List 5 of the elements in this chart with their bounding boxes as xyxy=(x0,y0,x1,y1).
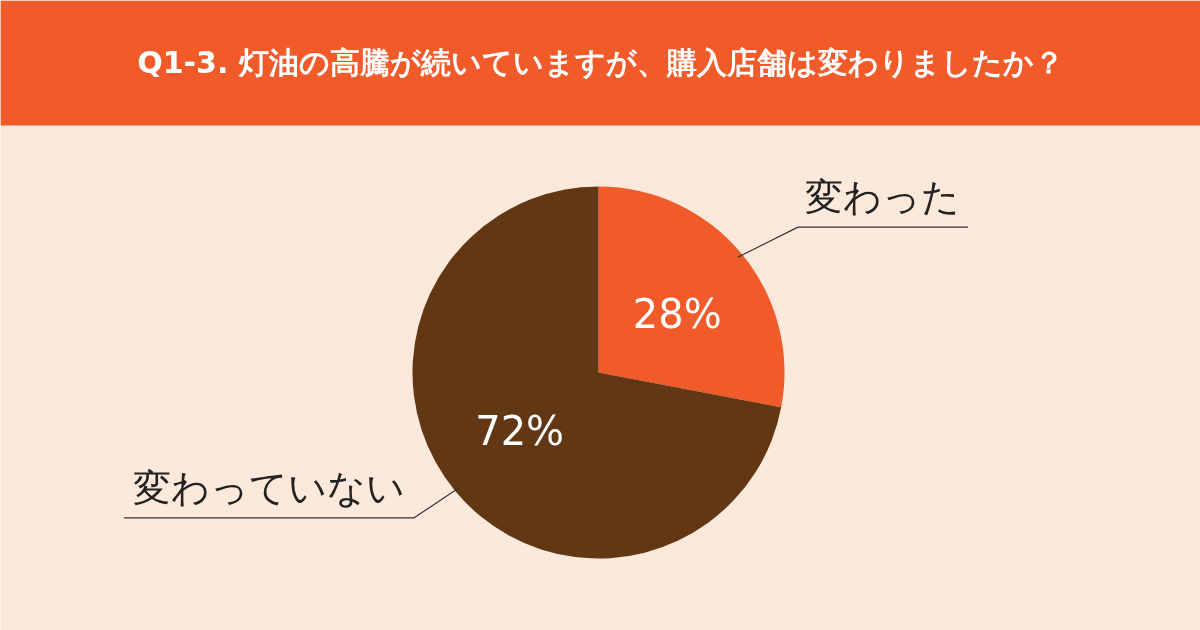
data-label: 72% xyxy=(475,408,565,455)
slice-label: 変わった xyxy=(805,175,961,220)
slice-label: 変わっていない xyxy=(133,465,406,510)
chart-title: Q1-3. 灯油の高騰が続いていますが、購入店舗は変わりましたか？ xyxy=(137,45,1064,80)
data-label: 28% xyxy=(632,290,722,337)
